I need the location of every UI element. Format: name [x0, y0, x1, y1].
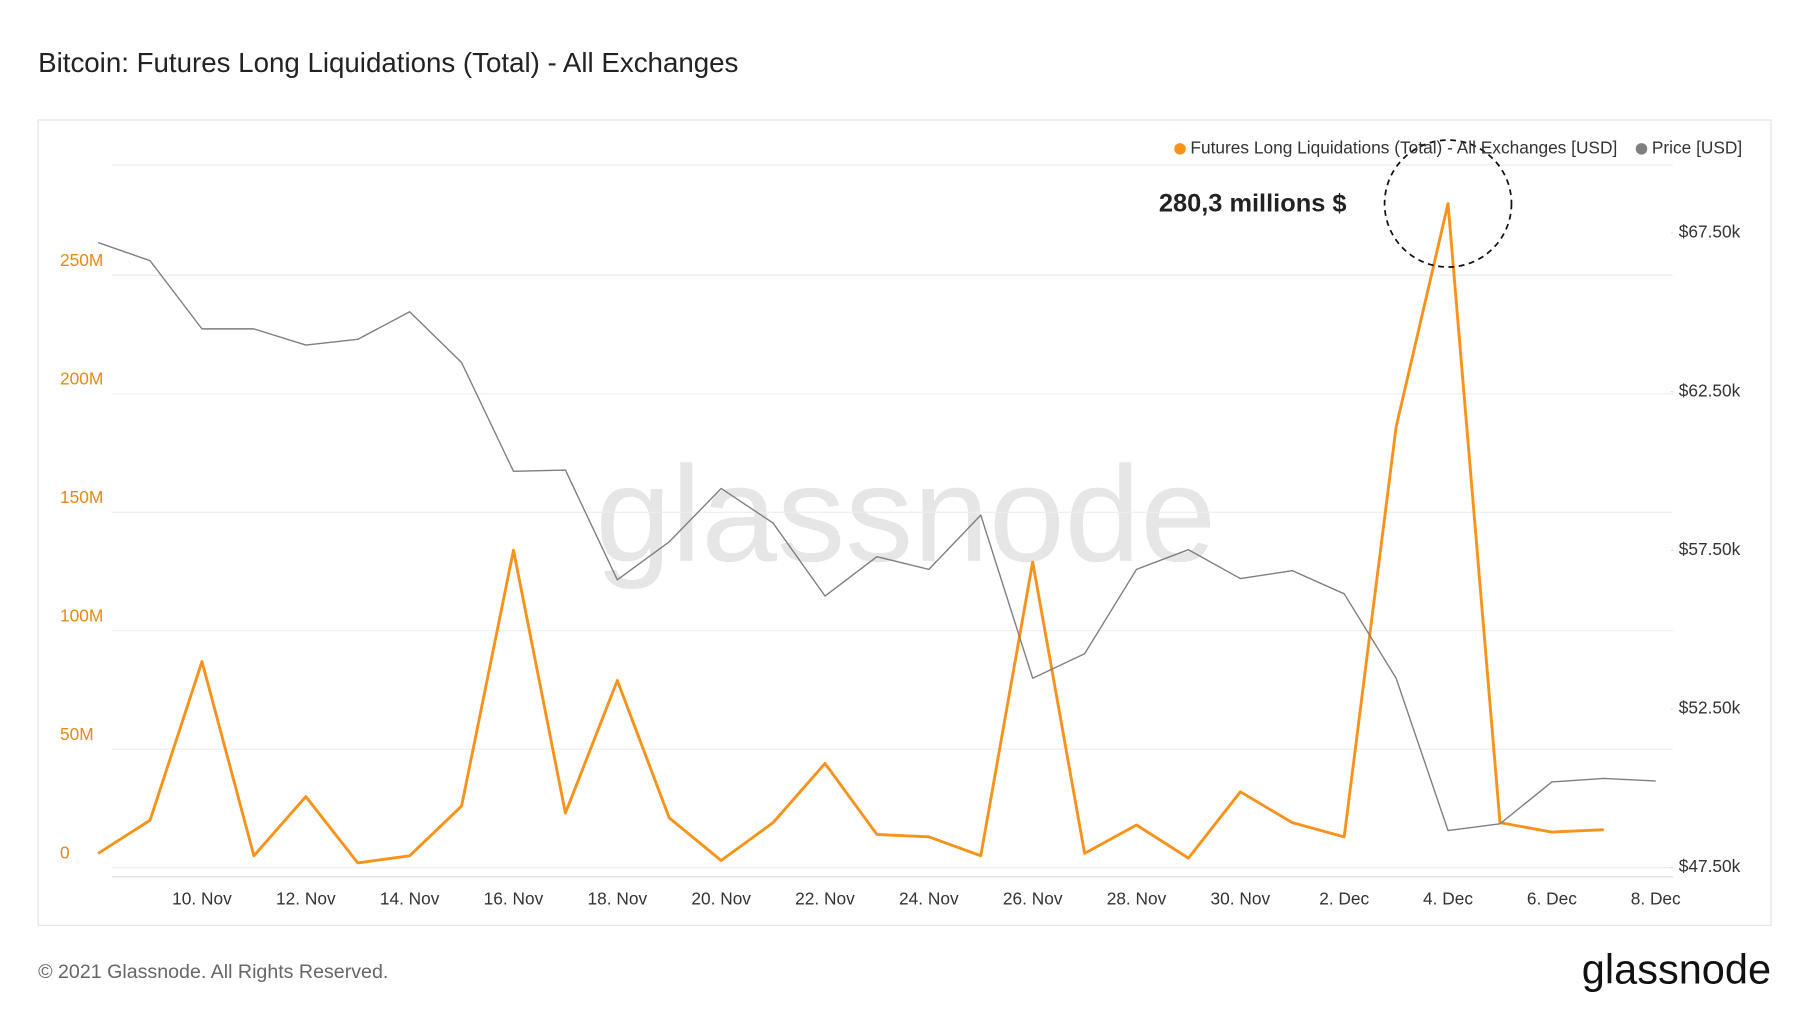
- y-tick-label: 250M: [60, 250, 103, 270]
- y2-tick-label: $47.50k: [1679, 856, 1741, 876]
- legend-marker: [1174, 143, 1186, 155]
- chart-frame: [37, 119, 1772, 926]
- y-tick-label: 150M: [60, 487, 103, 507]
- x-tick-label: 26. Nov: [1003, 888, 1063, 908]
- x-tick-label: 22. Nov: [795, 888, 855, 908]
- y2-tick-label: $62.50k: [1679, 380, 1741, 400]
- x-tick-label: 18. Nov: [588, 888, 648, 908]
- legend-marker: [1635, 143, 1648, 155]
- y-tick-label: 0: [60, 842, 70, 862]
- legend-label: Futures Long Liquidations (Total) - All …: [1190, 137, 1617, 157]
- x-tick-label: 16. Nov: [484, 888, 544, 908]
- y-tick-label: 50M: [60, 724, 94, 744]
- y2-tick-label: $67.50k: [1679, 222, 1741, 242]
- y-tick-label: 200M: [60, 369, 103, 389]
- x-tick-label: 6. Dec: [1527, 888, 1577, 908]
- x-tick-label: 10. Nov: [172, 888, 232, 908]
- chart-title: Bitcoin: Futures Long Liquidations (Tota…: [38, 47, 738, 78]
- legend-label: Price [USD]: [1652, 137, 1742, 157]
- y-tick-label: 100M: [60, 605, 103, 625]
- x-tick-label: 20. Nov: [691, 888, 751, 908]
- x-tick-label: 2. Dec: [1319, 888, 1369, 908]
- logo: glassnode: [1582, 946, 1771, 993]
- x-tick-label: 14. Nov: [380, 888, 440, 908]
- x-tick-label: 28. Nov: [1107, 888, 1167, 908]
- y2-tick-label: $57.50k: [1679, 539, 1741, 559]
- copyright: © 2021 Glassnode. All Rights Reserved.: [38, 961, 388, 983]
- x-tick-label: 24. Nov: [899, 888, 959, 908]
- watermark: glassnode: [595, 438, 1216, 590]
- x-tick-label: 4. Dec: [1423, 888, 1473, 908]
- annotation-circle: [1383, 139, 1513, 268]
- series-line: [97, 202, 1604, 865]
- series-line: [97, 241, 1656, 832]
- x-tick-label: 12. Nov: [276, 888, 336, 908]
- y2-tick-label: $52.50k: [1679, 698, 1741, 718]
- x-tick-label: 30. Nov: [1211, 888, 1271, 908]
- plot: 0 50M 100M 150M 200M 250M $47.50k $52.50k $57.50…: [60, 137, 1742, 908]
- x-tick-label: 8. Dec: [1631, 888, 1681, 908]
- annotation: 280,3 millions $: [1159, 189, 1347, 217]
